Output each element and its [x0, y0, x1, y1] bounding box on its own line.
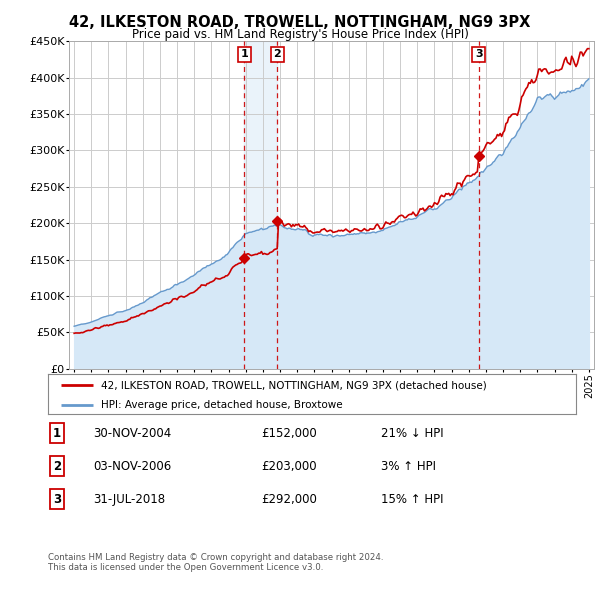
Text: 42, ILKESTON ROAD, TROWELL, NOTTINGHAM, NG9 3PX: 42, ILKESTON ROAD, TROWELL, NOTTINGHAM, …: [70, 15, 530, 30]
Text: 2: 2: [53, 460, 61, 473]
Text: 31-JUL-2018: 31-JUL-2018: [93, 493, 165, 506]
Text: 21% ↓ HPI: 21% ↓ HPI: [381, 427, 443, 440]
Text: 2: 2: [274, 50, 281, 60]
Text: 3: 3: [475, 50, 482, 60]
Text: 42, ILKESTON ROAD, TROWELL, NOTTINGHAM, NG9 3PX (detached house): 42, ILKESTON ROAD, TROWELL, NOTTINGHAM, …: [101, 381, 487, 391]
Text: 3: 3: [53, 493, 61, 506]
Text: Price paid vs. HM Land Registry's House Price Index (HPI): Price paid vs. HM Land Registry's House …: [131, 28, 469, 41]
Text: 30-NOV-2004: 30-NOV-2004: [93, 427, 171, 440]
Text: This data is licensed under the Open Government Licence v3.0.: This data is licensed under the Open Gov…: [48, 563, 323, 572]
Text: Contains HM Land Registry data © Crown copyright and database right 2024.: Contains HM Land Registry data © Crown c…: [48, 553, 383, 562]
Text: £152,000: £152,000: [261, 427, 317, 440]
Text: HPI: Average price, detached house, Broxtowe: HPI: Average price, detached house, Brox…: [101, 401, 343, 411]
Bar: [244, 41, 277, 369]
Text: 03-NOV-2006: 03-NOV-2006: [93, 460, 171, 473]
Text: 3% ↑ HPI: 3% ↑ HPI: [381, 460, 436, 473]
Text: £203,000: £203,000: [261, 460, 317, 473]
Text: 1: 1: [241, 50, 248, 60]
Text: 15% ↑ HPI: 15% ↑ HPI: [381, 493, 443, 506]
Text: £292,000: £292,000: [261, 493, 317, 506]
Text: 1: 1: [53, 427, 61, 440]
